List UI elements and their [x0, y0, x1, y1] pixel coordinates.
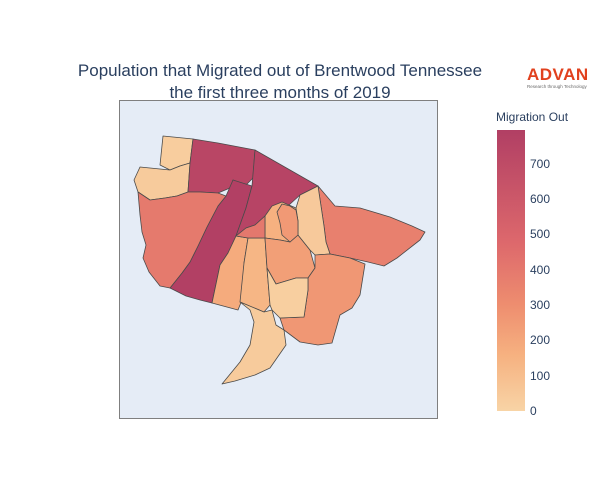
map-region-14[interactable] — [266, 267, 309, 319]
map-region-15[interactable] — [221, 301, 287, 385]
advan-logo: ADVAN Research through Technology — [527, 66, 597, 90]
colorbar-gradient — [497, 130, 525, 411]
map-region-16[interactable] — [276, 203, 299, 243]
logo-tagline: Research through Technology — [527, 84, 587, 89]
chart-title-line-2: the first three months of 2019 — [169, 83, 391, 102]
colorbar-tick-label: 700 — [530, 156, 551, 171]
chart-title-line-1: Population that Migrated out of Brentwoo… — [77, 61, 483, 80]
colorbar-tick-label: 500 — [530, 227, 551, 242]
colorbar-tick-label: 200 — [530, 333, 551, 348]
colorbar-tick-label: 300 — [530, 297, 551, 312]
colorbar-tick-label: 600 — [530, 191, 551, 206]
colorbar-tick-label: 0 — [530, 404, 537, 418]
chart-title: Population that Migrated out of Brentwoo… — [0, 60, 560, 104]
map-region-6[interactable] — [137, 191, 227, 289]
map-region-10[interactable] — [317, 185, 426, 267]
colorbar-tick-label: 400 — [530, 262, 551, 277]
colorbar-title: Migration Out — [496, 110, 569, 124]
map-region-17[interactable] — [235, 215, 266, 239]
colorbar-tick-label: 100 — [530, 368, 551, 383]
logo-wordmark: ADVAN — [527, 65, 589, 84]
